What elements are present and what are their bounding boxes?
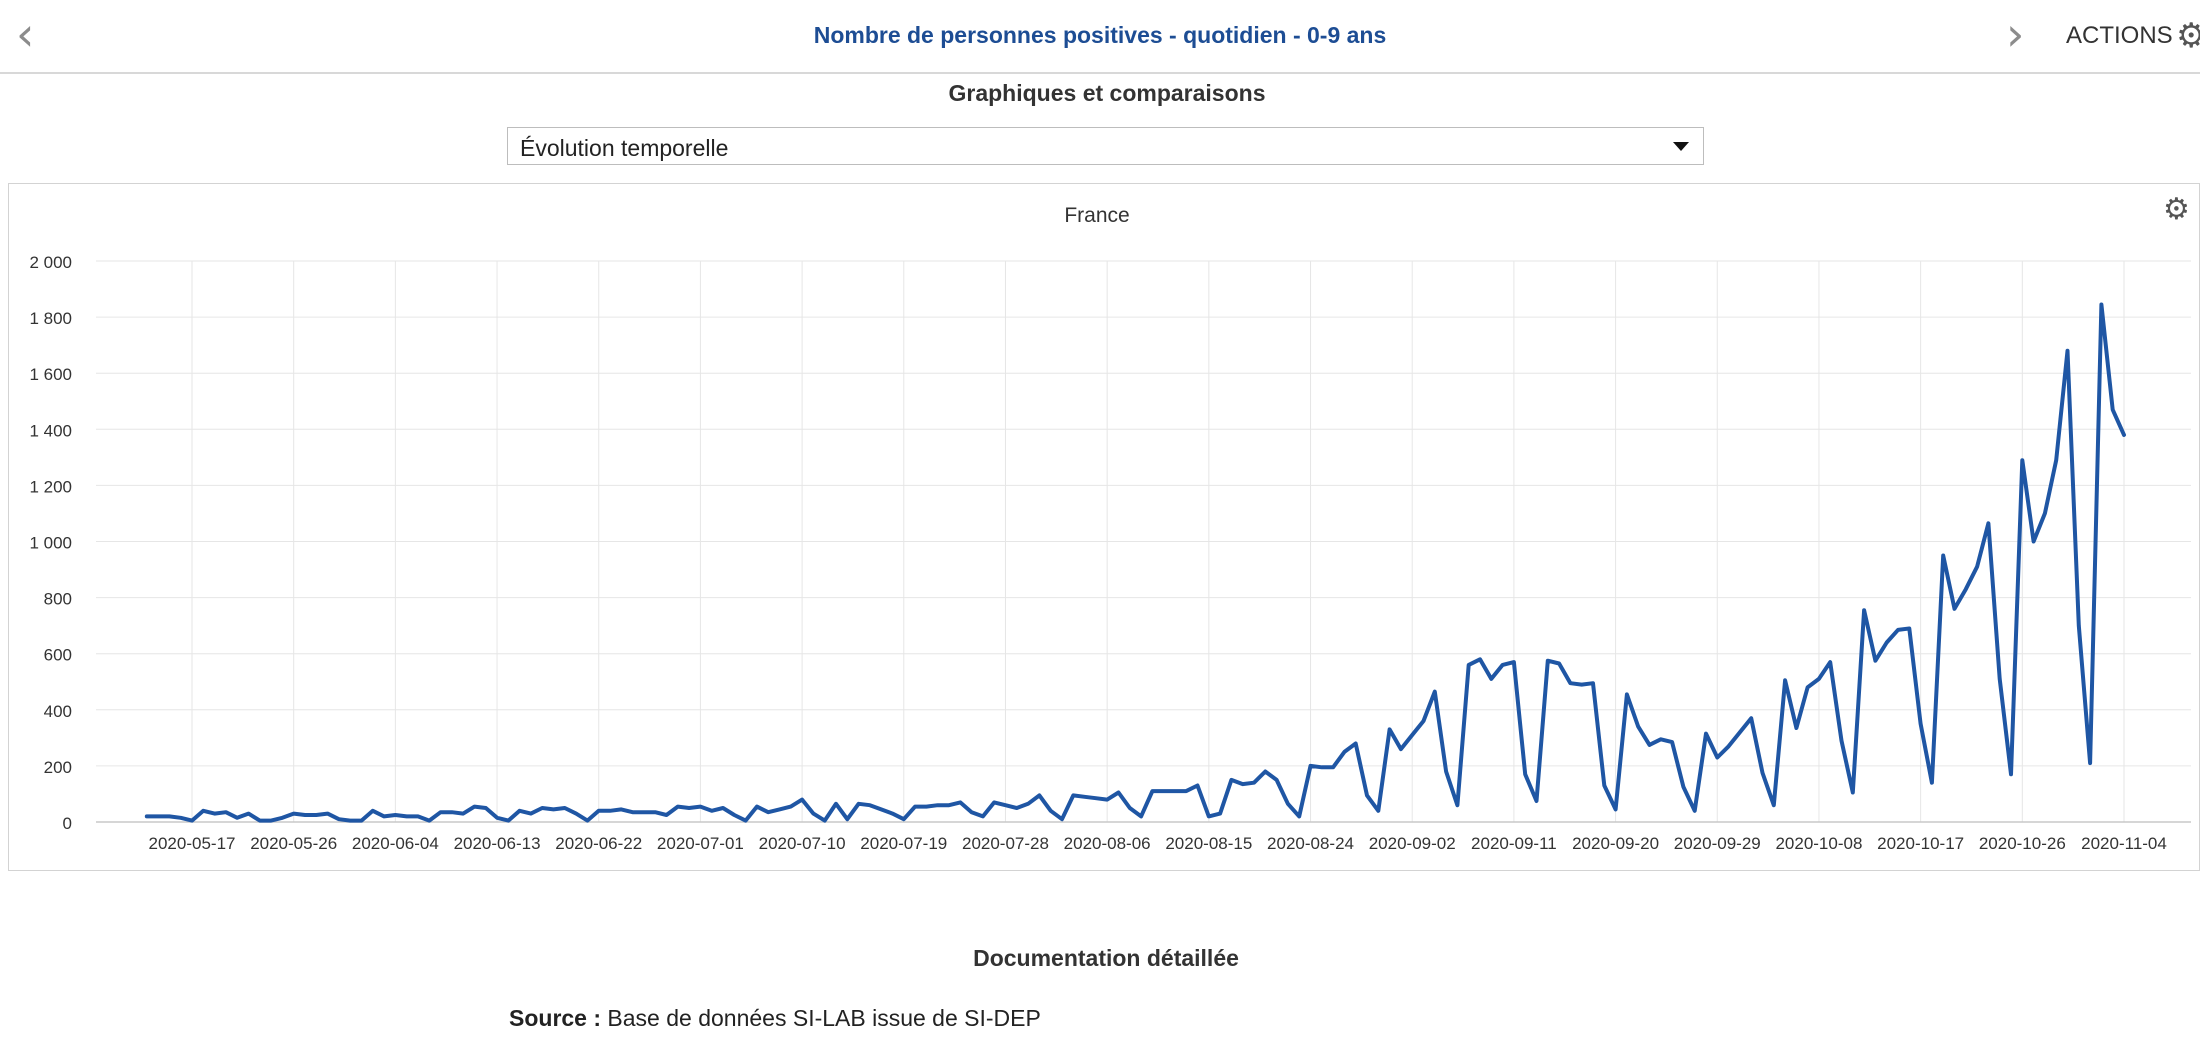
x-tick-label: 2020-11-04 — [2081, 834, 2167, 853]
line-chart: 0 200 400 600 800 1 000 1 200 1 400 1 600 1 800 2 … — [29, 253, 2191, 853]
x-tick-label: 2020-05-17 — [149, 834, 236, 853]
chart-panel: France ⚙ 0 200 400 600 800 1 000 1 200 1 400 1 6… — [8, 183, 2200, 871]
x-tick-label: 2020-09-11 — [1471, 834, 1557, 853]
page-title: Nombre de personnes positives - quotidie… — [813, 22, 1387, 48]
y-tick-label: 1 800 — [29, 309, 72, 328]
y-tick-label: 1 200 — [29, 477, 72, 496]
x-tick-label: 2020-09-29 — [1674, 834, 1761, 853]
x-tick-label: 2020-10-26 — [1979, 834, 2066, 853]
source-label: Source : — [509, 1005, 602, 1031]
x-tick-label: 2020-08-06 — [1064, 834, 1151, 853]
y-tick-label: 1 400 — [29, 421, 72, 440]
chart-title: France — [1064, 204, 1130, 227]
y-tick-label: 2 000 — [29, 253, 72, 272]
x-tick-label: 2020-09-02 — [1369, 834, 1456, 853]
chevron-left-icon[interactable]: ‹ — [16, 7, 35, 61]
x-tick-label: 2020-07-28 — [962, 834, 1049, 853]
y-tick-label: 1 000 — [29, 534, 72, 553]
view-select-value: Évolution temporelle — [520, 135, 729, 161]
y-tick-label: 1 600 — [29, 365, 72, 384]
x-tick-label: 2020-05-26 — [250, 834, 337, 853]
y-tick-label: 800 — [44, 590, 72, 609]
series-line — [144, 302, 2126, 823]
x-tick-label: 2020-06-04 — [352, 834, 439, 853]
x-tick-label: 2020-08-15 — [1165, 834, 1252, 853]
gear-icon[interactable]: ⚙ — [2176, 16, 2200, 56]
chart-settings-gear-icon[interactable]: ⚙ — [2163, 192, 2190, 227]
y-tick-label: 200 — [44, 758, 72, 777]
x-tick-label: 2020-10-17 — [1877, 834, 1964, 853]
x-tick-label: 2020-07-10 — [759, 834, 846, 853]
source-line: Source : Base de données SI-LAB issue de… — [509, 1005, 1041, 1032]
x-tick-label: 2020-06-22 — [555, 834, 642, 853]
caret-down-icon — [1673, 142, 1689, 151]
y-tick-label: 600 — [44, 646, 72, 665]
actions-button[interactable]: ACTIONS — [2066, 22, 2173, 49]
chevron-right-icon[interactable]: › — [2006, 7, 2025, 61]
x-tick-label: 2020-08-24 — [1267, 834, 1354, 853]
x-tick-label: 2020-10-08 — [1775, 834, 1862, 853]
x-tick-label: 2020-07-19 — [860, 834, 947, 853]
documentation-title[interactable]: Documentation détaillée — [973, 945, 1239, 971]
y-tick-label: 0 — [63, 814, 72, 833]
view-select[interactable]: Évolution temporelle — [507, 127, 1704, 165]
x-tick-label: 2020-06-13 — [454, 834, 541, 853]
section-title: Graphiques et comparaisons — [948, 80, 1266, 106]
y-tick-label: 400 — [44, 702, 72, 721]
source-text: Base de données SI-LAB issue de SI-DEP — [607, 1005, 1041, 1031]
x-tick-label: 2020-07-01 — [657, 834, 744, 853]
x-tick-label: 2020-09-20 — [1572, 834, 1659, 853]
top-bar: ‹ Nombre de personnes positives - quotid… — [0, 0, 2200, 74]
